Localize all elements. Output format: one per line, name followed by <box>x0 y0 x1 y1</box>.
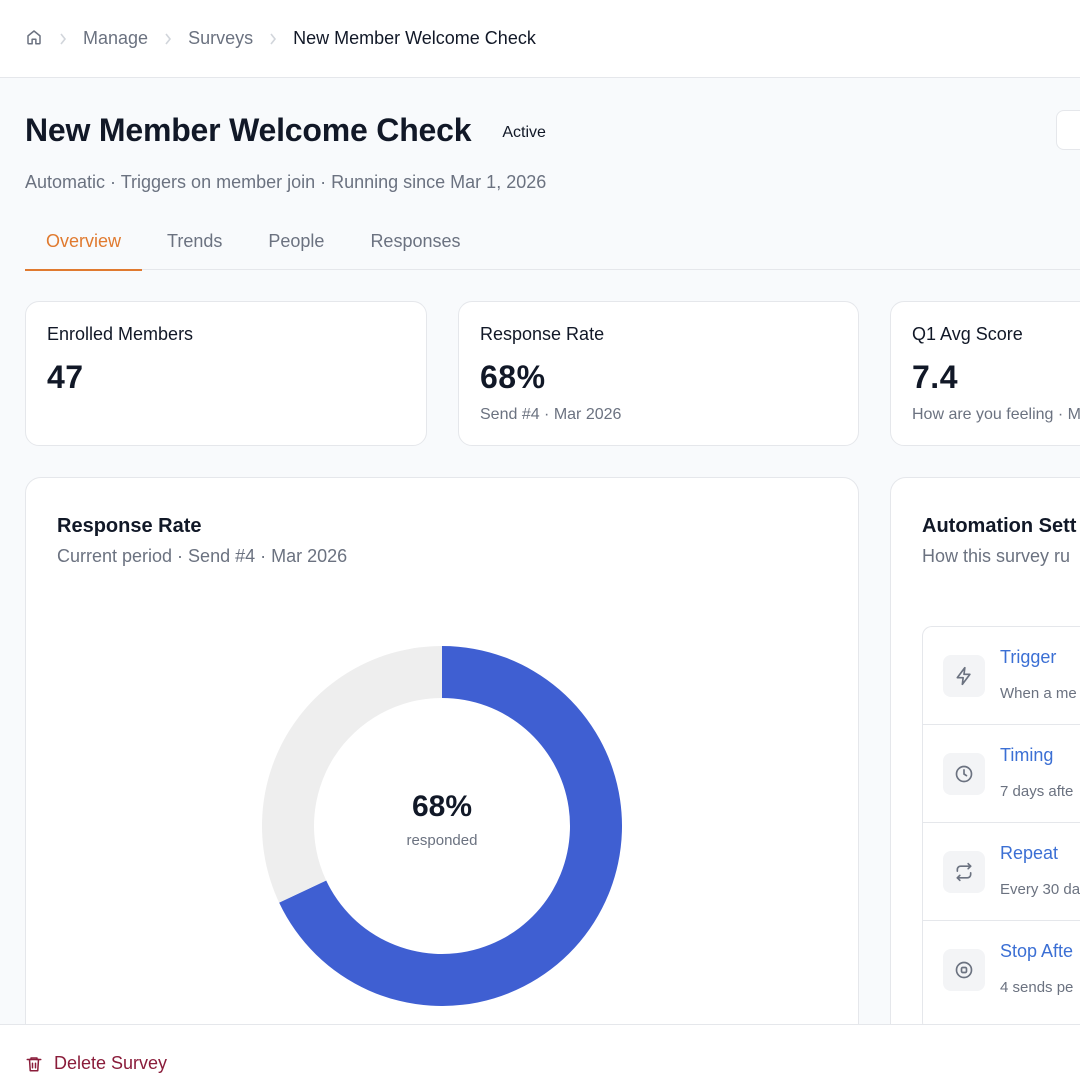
home-icon[interactable] <box>25 28 43 46</box>
setting-desc: When a me <box>1000 685 1077 702</box>
setting-repeat[interactable]: Repeat Every 30 da <box>923 823 1080 921</box>
stat-value: 68% <box>480 359 546 395</box>
setting-title[interactable]: Stop Afte <box>1000 941 1074 961</box>
stat-value: 7.4 <box>912 359 958 395</box>
page-subtitle: Automatic · Triggers on member join · Ru… <box>25 172 547 192</box>
setting-desc: 7 days afte <box>1000 783 1074 800</box>
panel-title: Response Rate <box>57 515 202 537</box>
panel-subtitle: Current period · Send #4 · Mar 2026 <box>57 546 348 566</box>
setting-title[interactable]: Repeat <box>1000 843 1059 863</box>
donut-center: 68% responded <box>262 646 622 1006</box>
trash-icon <box>25 1055 43 1073</box>
status-badge: Active <box>502 123 546 141</box>
chevron-right-icon <box>59 33 69 45</box>
stat-value: 47 <box>47 359 84 395</box>
stat-card-q1-score: Q1 Avg Score 7.4 How are you feeling · M <box>890 301 1080 446</box>
chevron-right-icon <box>164 33 174 45</box>
tab-overview[interactable]: Overview <box>25 214 143 271</box>
delete-survey-button[interactable]: Delete Survey <box>25 1053 167 1074</box>
stat-sub: Send #4 · Mar 2026 <box>480 406 622 423</box>
stat-sub: How are you feeling · M <box>912 406 1080 423</box>
tab-people[interactable]: People <box>268 231 325 251</box>
breadcrumb-current: New Member Welcome Check <box>293 28 536 48</box>
donut-svg <box>262 646 622 1006</box>
donut-slice-not-responded <box>262 646 442 903</box>
panel-subtitle: How this survey ru <box>922 546 1071 566</box>
stat-label: Enrolled Members <box>47 324 194 344</box>
setting-title[interactable]: Timing <box>1000 745 1054 765</box>
clock-icon <box>943 753 985 795</box>
tab-bar: Overview Trends People Responses <box>25 214 1080 271</box>
automation-settings-panel: Automation Sett How this survey ru Trigg… <box>890 477 1080 1080</box>
stat-card-enrolled: Enrolled Members 47 <box>25 301 427 446</box>
stat-label: Response Rate <box>480 324 605 344</box>
breadcrumb: Manage Surveys New Member Welcome Check <box>0 0 1080 78</box>
setting-title[interactable]: Trigger <box>1000 647 1057 667</box>
setting-desc: Every 30 da <box>1000 881 1080 898</box>
stat-card-response-rate: Response Rate 68% Send #4 · Mar 2026 <box>458 301 859 446</box>
header-action-button[interactable] <box>1056 110 1080 150</box>
footer-bar: Delete Survey <box>0 1024 1080 1080</box>
donut-value: 68% <box>411 789 473 823</box>
donut-label: responded <box>406 831 478 849</box>
settings-list: Trigger When a me Timing 7 days afte Rep… <box>922 626 1080 1032</box>
page-header: New Member Welcome Check Active <box>25 112 546 149</box>
breadcrumb-manage[interactable]: Manage <box>83 28 149 48</box>
setting-desc: 4 sends pe <box>1000 979 1074 996</box>
panel-title: Automation Sett <box>922 515 1077 537</box>
page-title: New Member Welcome Check <box>25 112 472 148</box>
donut-slice-responded <box>279 646 622 1006</box>
response-donut-chart: 68% responded <box>262 646 622 1006</box>
lightning-icon <box>943 655 985 697</box>
response-rate-panel: Response Rate Current period · Send #4 ·… <box>25 477 859 1080</box>
tab-trends[interactable]: Trends <box>167 231 223 251</box>
stat-label: Q1 Avg Score <box>912 324 1023 344</box>
chevron-right-icon <box>269 33 279 45</box>
setting-trigger[interactable]: Trigger When a me <box>923 627 1080 725</box>
repeat-icon <box>943 851 985 893</box>
delete-survey-label: Delete Survey <box>54 1053 168 1073</box>
breadcrumb-surveys[interactable]: Surveys <box>188 28 254 48</box>
setting-stop-after[interactable]: Stop Afte 4 sends pe <box>923 921 1080 1031</box>
stop-circle-icon <box>943 949 985 991</box>
tab-responses[interactable]: Responses <box>370 231 461 251</box>
setting-timing[interactable]: Timing 7 days afte <box>923 725 1080 823</box>
